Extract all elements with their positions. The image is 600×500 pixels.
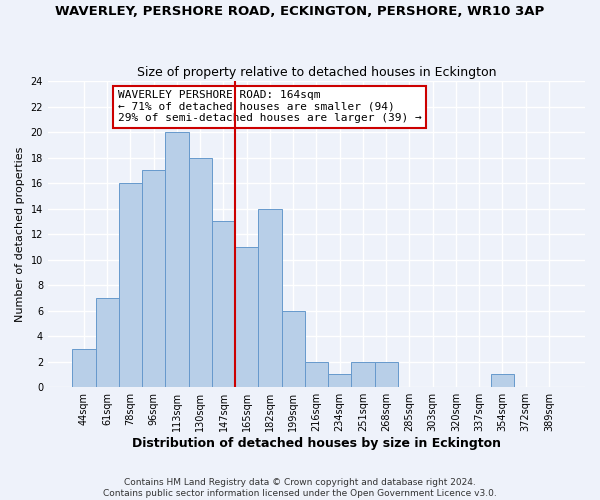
Title: Size of property relative to detached houses in Eckington: Size of property relative to detached ho… xyxy=(137,66,496,78)
Y-axis label: Number of detached properties: Number of detached properties xyxy=(15,146,25,322)
Text: WAVERLEY PERSHORE ROAD: 164sqm
← 71% of detached houses are smaller (94)
29% of : WAVERLEY PERSHORE ROAD: 164sqm ← 71% of … xyxy=(118,90,421,124)
Bar xyxy=(142,170,166,387)
Bar xyxy=(119,183,142,387)
X-axis label: Distribution of detached houses by size in Eckington: Distribution of detached houses by size … xyxy=(132,437,501,450)
Bar xyxy=(95,298,119,387)
Bar xyxy=(259,208,281,387)
Bar xyxy=(166,132,188,387)
Bar xyxy=(328,374,352,387)
Bar xyxy=(352,362,374,387)
Bar xyxy=(212,222,235,387)
Bar xyxy=(374,362,398,387)
Bar xyxy=(235,247,259,387)
Bar xyxy=(73,349,95,387)
Text: Contains HM Land Registry data © Crown copyright and database right 2024.
Contai: Contains HM Land Registry data © Crown c… xyxy=(103,478,497,498)
Bar xyxy=(491,374,514,387)
Bar xyxy=(188,158,212,387)
Bar xyxy=(305,362,328,387)
Text: WAVERLEY, PERSHORE ROAD, ECKINGTON, PERSHORE, WR10 3AP: WAVERLEY, PERSHORE ROAD, ECKINGTON, PERS… xyxy=(55,5,545,18)
Bar xyxy=(281,310,305,387)
